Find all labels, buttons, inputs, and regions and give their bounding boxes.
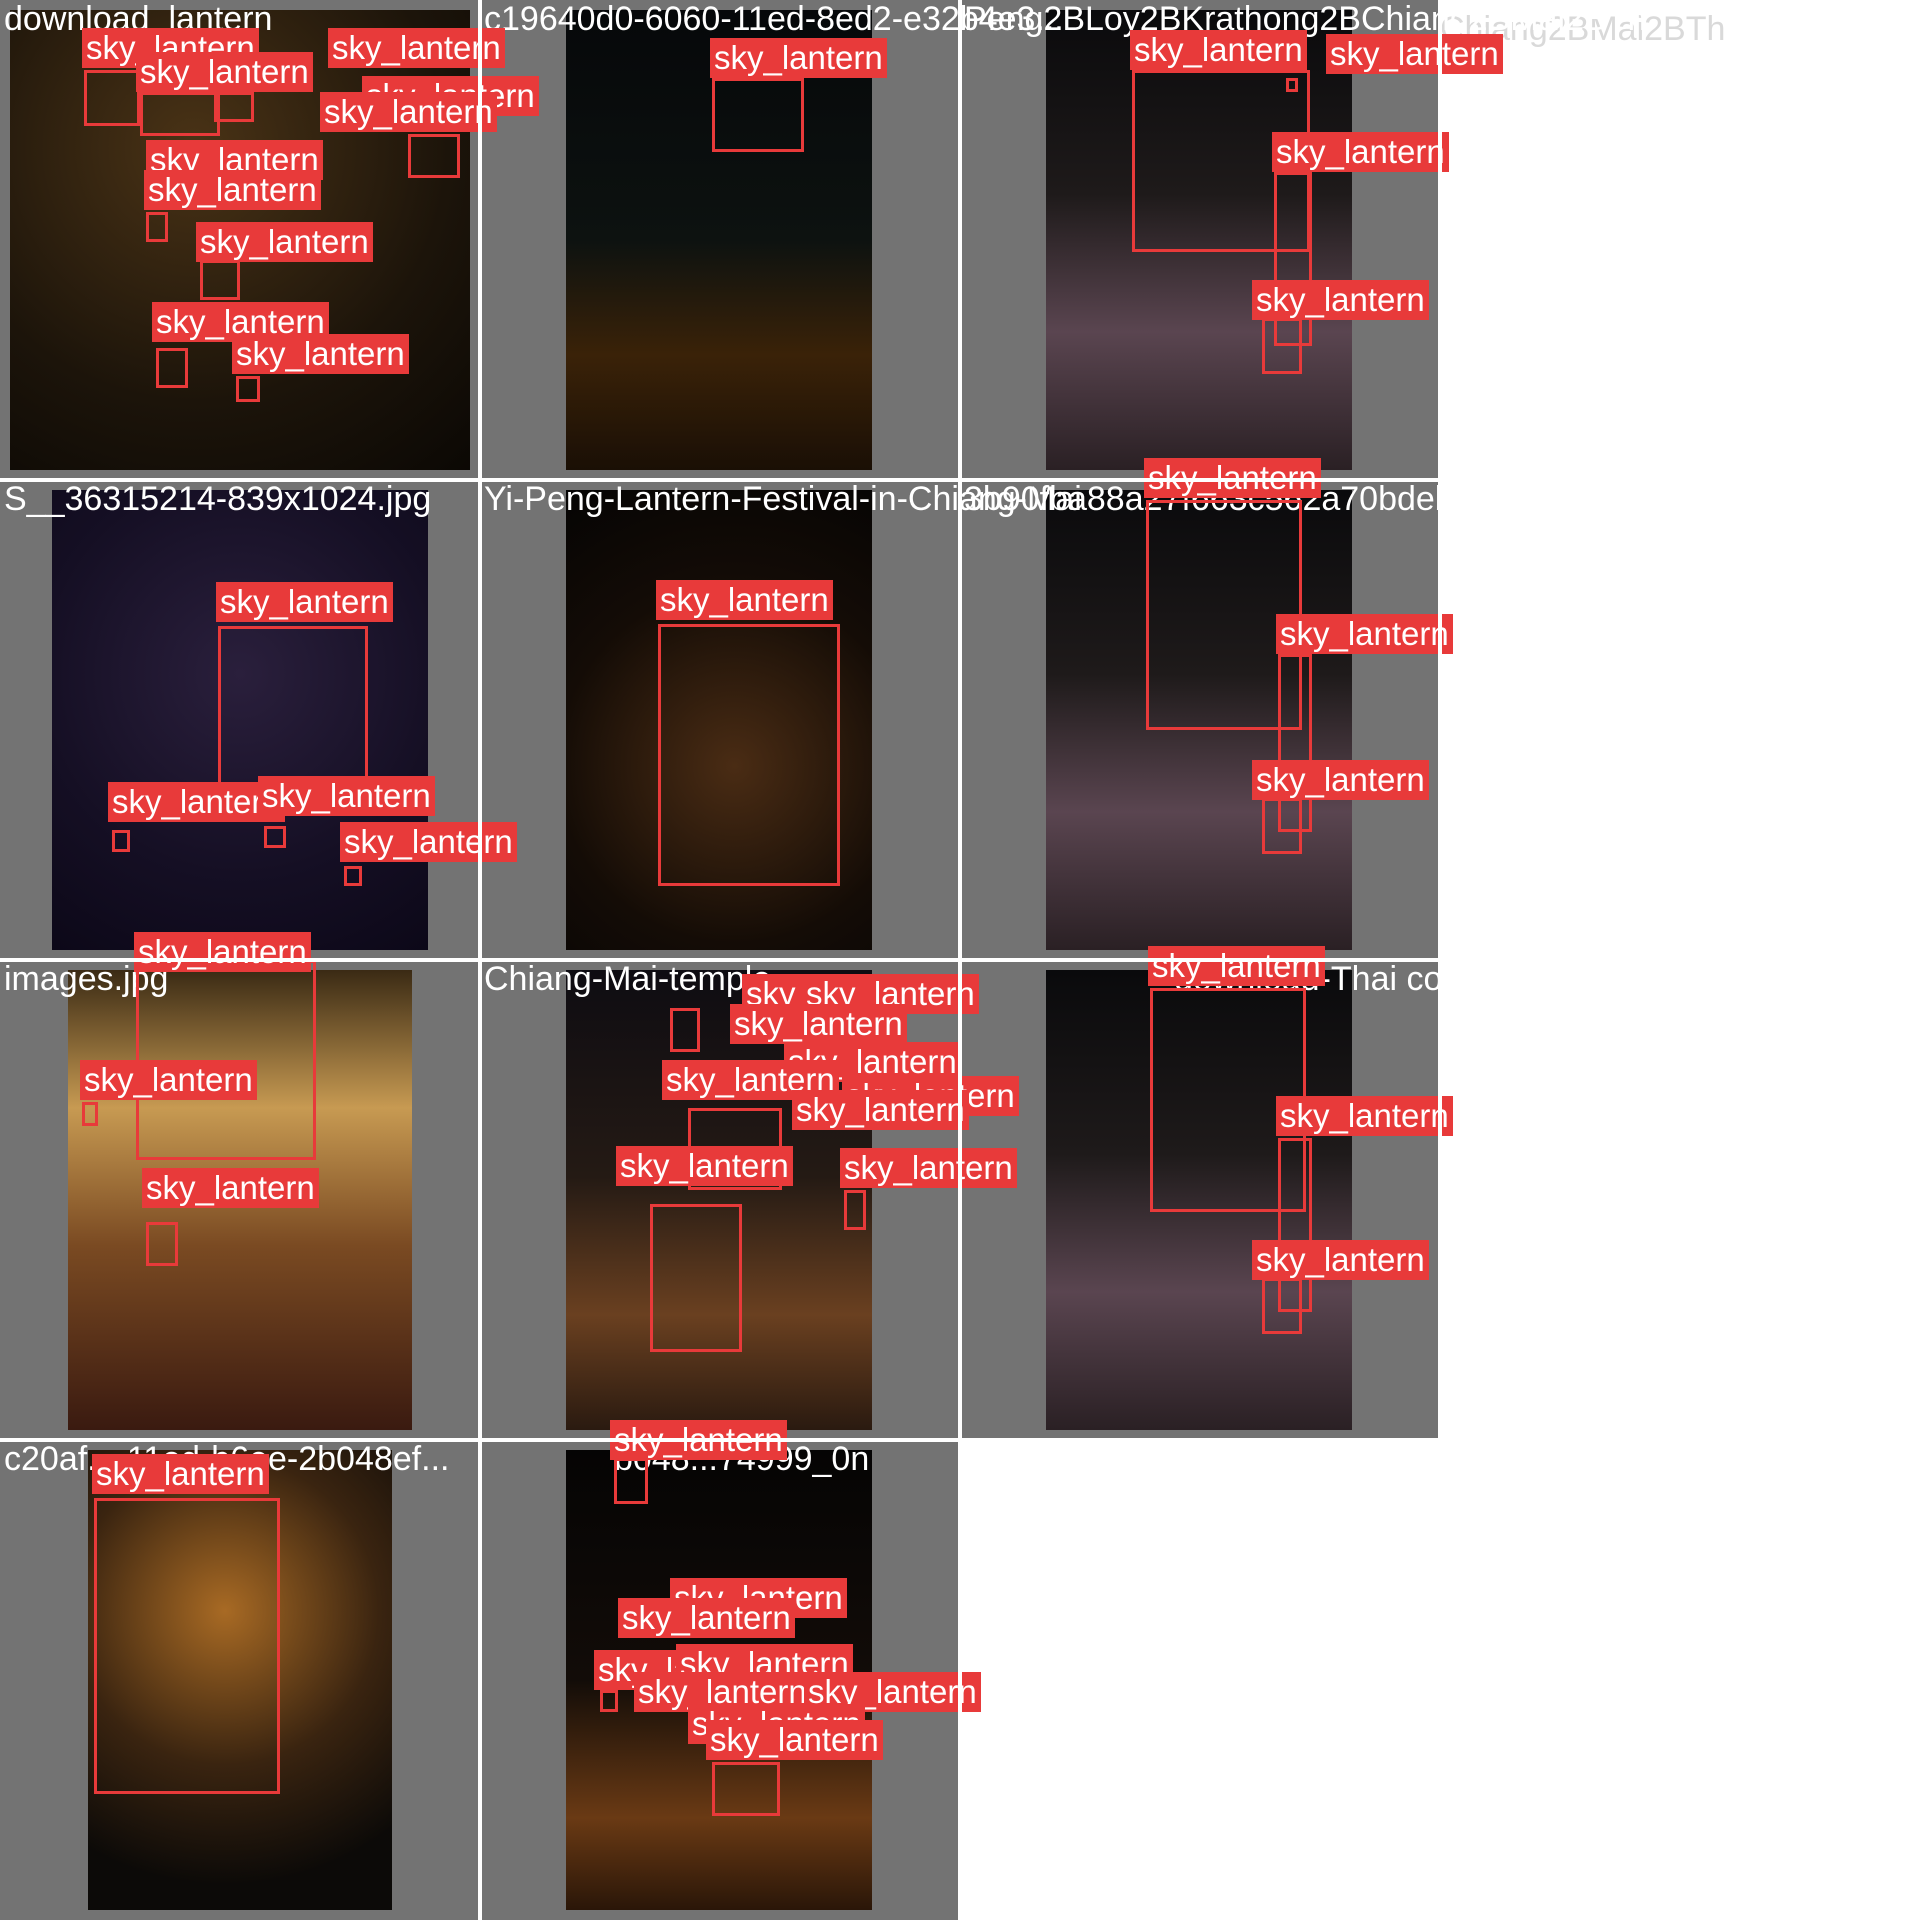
grid-cell: c20af...-11ed-b6ee-2b048ef... sky_lanter… bbox=[0, 1440, 480, 1920]
lantern-label: sky_lantern bbox=[730, 1004, 907, 1044]
grid-cell: 3b90fba88a27f663c562a70bdeb6b1fda.jpg sk… bbox=[960, 458, 1613, 960]
grid-cell: download-Thai copy.jpg sky_lantern sky_l… bbox=[960, 946, 1531, 1440]
lantern-box bbox=[650, 1204, 742, 1352]
lantern-box bbox=[1286, 78, 1298, 92]
grid-divider bbox=[0, 958, 1440, 962]
filename-label: Chiang-Mai-temple bbox=[484, 960, 772, 998]
lantern-label: sky_lantern bbox=[706, 1720, 883, 1760]
lantern-label: sky_lantern bbox=[792, 1090, 969, 1130]
grid-cell: c19640d0-6060-11ed-8ed2-e32b4e3... sky_l… bbox=[480, 0, 1064, 480]
lantern-label: sky_lantern bbox=[1252, 1240, 1429, 1280]
grid-cell: b048...74999_0n sky_lantern sky_lantern … bbox=[480, 1420, 981, 1920]
grid-divider bbox=[1438, 0, 1442, 1440]
lantern-label: sky_lantern bbox=[134, 932, 311, 972]
lantern-box bbox=[264, 826, 286, 848]
filename-label: c19640d0-6060-11ed-8ed2-e32b4e3... bbox=[484, 0, 1064, 38]
photo bbox=[88, 1450, 392, 1910]
lantern-label: sky_lantern bbox=[144, 170, 321, 210]
photo bbox=[1046, 10, 1352, 470]
lantern-label: sky_lantern bbox=[1276, 1096, 1453, 1136]
lantern-label: sky_lantern bbox=[232, 334, 409, 374]
photo bbox=[1046, 970, 1352, 1430]
lantern-label: sky_lantern bbox=[1326, 34, 1503, 74]
lantern-label: sky_lantern bbox=[616, 1146, 793, 1186]
lantern-box bbox=[146, 212, 168, 242]
lantern-box bbox=[712, 1762, 780, 1816]
lantern-label: sky_lantern bbox=[1252, 280, 1429, 320]
lantern-label: sky_lantern bbox=[328, 28, 505, 68]
grid-divider bbox=[0, 1438, 1440, 1442]
lantern-label: sky_lantern bbox=[340, 822, 517, 862]
lantern-label: sky_lantern bbox=[1272, 132, 1449, 172]
lantern-label: sky_lantern bbox=[618, 1598, 795, 1638]
lantern-box bbox=[1262, 318, 1302, 374]
lantern-box bbox=[408, 134, 460, 178]
lantern-label: sky_lantern bbox=[710, 38, 887, 78]
lantern-box bbox=[140, 92, 220, 136]
lantern-box bbox=[84, 70, 140, 126]
lantern-box bbox=[156, 348, 188, 388]
lantern-box bbox=[1278, 1138, 1312, 1312]
filename-label: Yi-Peng-Lantern-Festival-in-Chiang-Mai bbox=[484, 480, 1082, 518]
grid-cell: Yi-Peng-Lantern-Festival-in-Chiang-Mai s… bbox=[480, 480, 1082, 960]
lantern-label: sky_lantern bbox=[840, 1148, 1017, 1188]
lantern-label: sky_lantern bbox=[196, 222, 373, 262]
lantern-label: sky_lantern bbox=[136, 52, 313, 92]
lantern-box bbox=[670, 1008, 700, 1052]
grid-cell: Chiang-Mai-temple sky_lantern sky_lanter… bbox=[480, 960, 1019, 1440]
lantern-label: sky_lantern bbox=[320, 92, 497, 132]
lantern-box bbox=[844, 1190, 866, 1230]
lantern-box bbox=[712, 78, 804, 152]
lantern-label: sky_lantern bbox=[258, 776, 435, 816]
lantern-box bbox=[94, 1498, 280, 1794]
grid-cell: Peng2BLoy2BKrathong2BChiang2BMai2BTh sky… bbox=[960, 0, 1646, 480]
lantern-label: sky_lantern bbox=[1130, 30, 1307, 70]
lantern-box bbox=[112, 830, 130, 852]
lantern-box bbox=[344, 866, 362, 886]
lantern-label: sky_lantern bbox=[92, 1454, 269, 1494]
lantern-label: sky_lantern bbox=[656, 580, 833, 620]
filename-label: S__36315214-839x1024.jpg bbox=[4, 480, 432, 518]
lantern-box bbox=[236, 376, 260, 402]
lantern-box bbox=[1262, 798, 1302, 854]
photo bbox=[566, 10, 872, 470]
lantern-box bbox=[600, 1690, 618, 1712]
photo bbox=[566, 490, 872, 950]
lantern-box bbox=[146, 1222, 178, 1266]
grid-divider bbox=[0, 478, 1440, 482]
grid-cell: images.jpg sky_lantern sky_lantern sky_l… bbox=[0, 932, 480, 1440]
grid-cell: S__36315214-839x1024.jpg sky_lantern sky… bbox=[0, 480, 517, 960]
lantern-box bbox=[1262, 1278, 1302, 1334]
lantern-label: sky_lantern bbox=[1148, 946, 1325, 986]
lantern-box bbox=[658, 624, 840, 886]
lantern-label: sky_lantern bbox=[108, 782, 285, 822]
lantern-box bbox=[1278, 654, 1312, 832]
lantern-box bbox=[1274, 172, 1312, 346]
lantern-label: sky_lantern bbox=[80, 1060, 257, 1100]
lantern-label: sky_lantern bbox=[1276, 614, 1453, 654]
lantern-box bbox=[214, 92, 254, 122]
lantern-box bbox=[614, 1458, 648, 1504]
lantern-label: sky_lantern bbox=[216, 582, 393, 622]
lantern-box bbox=[82, 1102, 98, 1126]
lantern-label: sky_lantern bbox=[142, 1168, 319, 1208]
lantern-label: sky_lantern bbox=[634, 1672, 811, 1712]
grid-cell: download_lantern sky_lantern sky_lantern… bbox=[0, 0, 539, 480]
lantern-label: sky_lantern bbox=[1252, 760, 1429, 800]
lantern-box bbox=[200, 260, 240, 300]
